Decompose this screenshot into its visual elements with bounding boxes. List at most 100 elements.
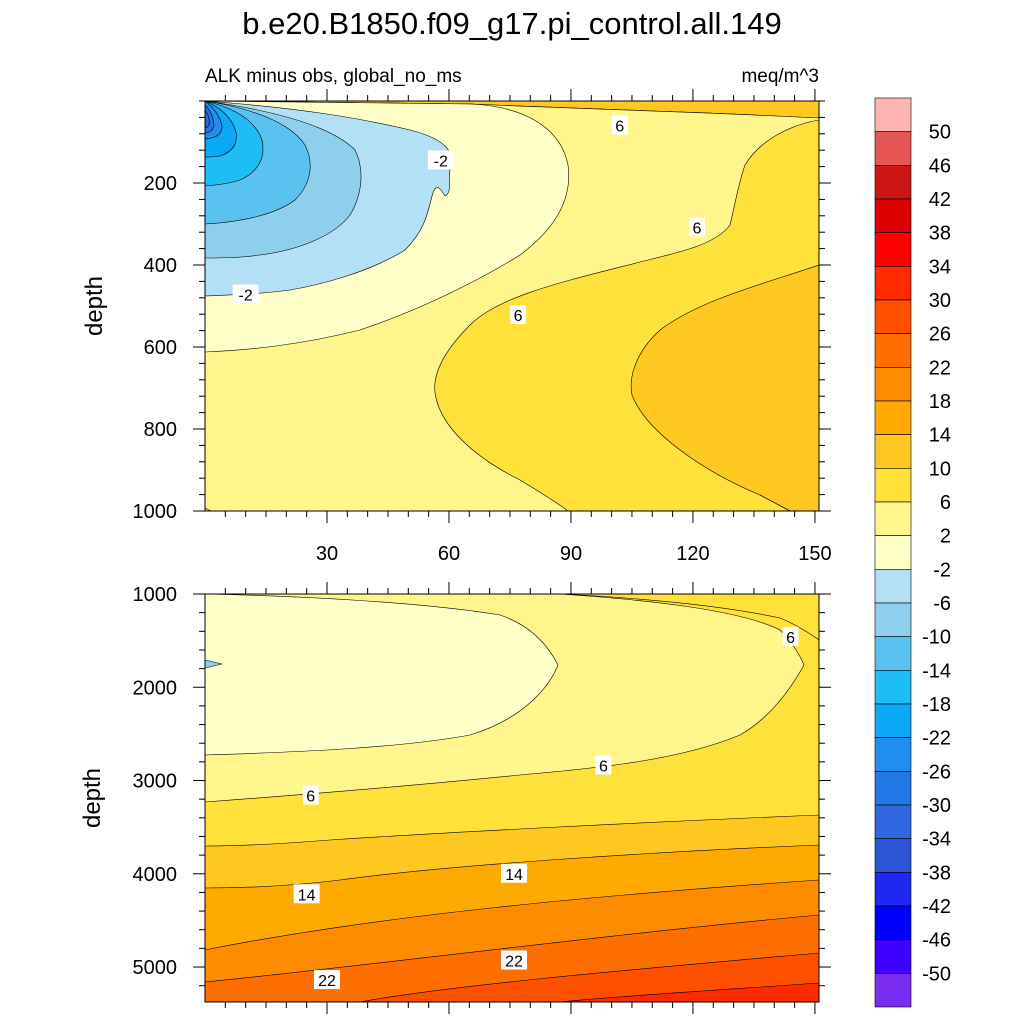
colorbar-label: -14 xyxy=(922,660,951,682)
colorbar-label: -18 xyxy=(922,694,951,716)
lower-y-axis-label: depth xyxy=(79,768,106,828)
colorbar-swatch xyxy=(874,905,912,940)
colorbar-swatch xyxy=(874,939,912,974)
contour-label-box xyxy=(302,785,319,805)
contour-label: 6 xyxy=(689,217,706,237)
contour-label-text: 6 xyxy=(599,759,608,776)
colorbar-swatch xyxy=(874,266,912,301)
colorbar-label: 14 xyxy=(929,425,951,447)
subtitle-left: ALK minus obs, global_no_ms xyxy=(205,66,462,87)
colorbar-swatch xyxy=(874,737,912,772)
fill-level-neg34-neg30 xyxy=(205,109,210,129)
contour-label: -2 xyxy=(427,150,454,170)
y-tick-label: 1000 xyxy=(133,501,178,523)
upper-contour-fills xyxy=(205,101,819,511)
colorbar-swatch xyxy=(874,973,912,1008)
colorbar-swatch xyxy=(874,602,912,637)
colorbar-label: 2 xyxy=(940,526,951,548)
y-tick-label: 5000 xyxy=(133,957,178,979)
colorbar-swatch xyxy=(874,804,912,839)
colorbar-label: -2 xyxy=(933,559,951,581)
colorbar-swatch xyxy=(874,400,912,435)
y-tick-label: 1000 xyxy=(133,584,178,606)
x-tick-labels: 30 60 90 120 150 xyxy=(316,543,832,565)
y-tick-label: 2000 xyxy=(133,677,178,699)
colorbar-label: 46 xyxy=(929,155,951,177)
fill-level-neg2-2 xyxy=(205,594,559,756)
colorbar-label: 6 xyxy=(940,492,951,514)
colorbar-label: -42 xyxy=(922,896,951,918)
colorbar-label: -46 xyxy=(922,930,951,952)
colorbar-swatch xyxy=(874,97,912,132)
colorbar-label: 50 xyxy=(929,122,951,144)
colorbar-label: -10 xyxy=(922,627,951,649)
contour-label: 14 xyxy=(293,884,320,904)
upper-y-axis-label: depth xyxy=(81,276,108,336)
colorbar-label: -50 xyxy=(922,963,951,985)
contour-label: 14 xyxy=(501,863,528,884)
colorbar-label: 18 xyxy=(929,391,951,413)
x-tick-label: 60 xyxy=(438,543,460,565)
contour-label: 22 xyxy=(501,950,528,971)
y-tick-label: 400 xyxy=(144,255,177,277)
upper-plot-frame xyxy=(204,100,820,512)
colorbar-swatch xyxy=(874,131,912,166)
lower-y-tick-labels: 1000 2000 3000 4000 5000 xyxy=(133,584,178,979)
colorbar-label: -26 xyxy=(922,761,951,783)
colorbar-label: 42 xyxy=(929,189,951,211)
contour-label-text: 6 xyxy=(306,788,315,805)
colorbar-swatch xyxy=(874,771,912,806)
fill-level-negative-notch xyxy=(205,659,223,669)
colorbar-swatch xyxy=(874,703,912,738)
colorbar-swatch xyxy=(874,670,912,705)
lower-panel: 6 6 6 14 14 22 22 1000 2000 3000 4000 5000 depth xyxy=(79,582,831,1014)
colorbar-swatch xyxy=(874,501,912,536)
chart-title: b.e20.B1850.f09_g17.pi_control.all.149 xyxy=(242,6,782,41)
x-tick-label: 150 xyxy=(798,543,831,565)
contour-label-box xyxy=(689,217,706,237)
contour-line-right-bottom xyxy=(759,494,791,511)
y-tick-label: 800 xyxy=(144,419,177,441)
colorbar-label: 26 xyxy=(929,324,951,346)
contour-label: 6 xyxy=(595,755,612,776)
lower-contour-fills xyxy=(205,594,819,1002)
contour-label: 6 xyxy=(510,305,527,325)
contour-label: 6 xyxy=(302,785,319,805)
colorbar-label: 34 xyxy=(929,256,951,278)
colorbar-swatch xyxy=(874,299,912,334)
contour-label-box xyxy=(595,755,612,775)
colorbar-label: 30 xyxy=(929,290,951,312)
contour-label-text: 22 xyxy=(505,954,523,971)
contour-label-text: 14 xyxy=(505,867,523,884)
contour-label-text: 6 xyxy=(786,630,795,647)
colorbar-label: -34 xyxy=(922,829,951,851)
colorbar-label: -30 xyxy=(922,795,951,817)
colorbar-label: 10 xyxy=(929,458,951,480)
colorbar-swatch xyxy=(874,232,912,267)
colorbar-label: -22 xyxy=(922,728,951,750)
colorbar: 50 46 42 38 34 30 26 22 18 14 10 6 2 -2 -6 -10 -14 -18 -22… xyxy=(874,97,951,1008)
contour-label-box xyxy=(427,150,454,170)
colorbar-label: 22 xyxy=(929,357,951,379)
colorbar-swatch xyxy=(874,838,912,873)
upper-ticks xyxy=(193,89,831,523)
contour-label-text: 14 xyxy=(298,887,316,904)
lower-contour-labels: 6 6 6 14 14 22 22 xyxy=(293,626,799,990)
y-tick-label: 3000 xyxy=(133,771,178,793)
x-tick-label: 90 xyxy=(560,543,582,565)
contour-label-box xyxy=(232,284,259,304)
contour-label-box xyxy=(293,884,320,904)
colorbar-label: -38 xyxy=(922,862,951,884)
contour-label-box xyxy=(313,970,340,990)
y-tick-label: 4000 xyxy=(133,864,178,886)
contour-label-text: 22 xyxy=(318,973,336,990)
contour-label-text: -2 xyxy=(239,288,253,305)
contour-label-box xyxy=(501,950,528,970)
contour-label: -2 xyxy=(232,284,259,305)
contour-label: 6 xyxy=(611,115,628,136)
colorbar-swatch xyxy=(874,636,912,671)
subtitle-right: meq/m^3 xyxy=(741,66,819,87)
colorbar-swatch xyxy=(874,333,912,368)
contour-label-box xyxy=(611,115,628,135)
